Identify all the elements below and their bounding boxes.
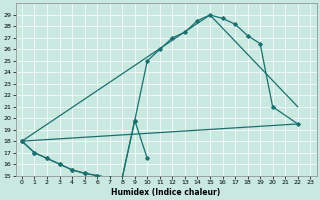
X-axis label: Humidex (Indice chaleur): Humidex (Indice chaleur) <box>111 188 221 197</box>
